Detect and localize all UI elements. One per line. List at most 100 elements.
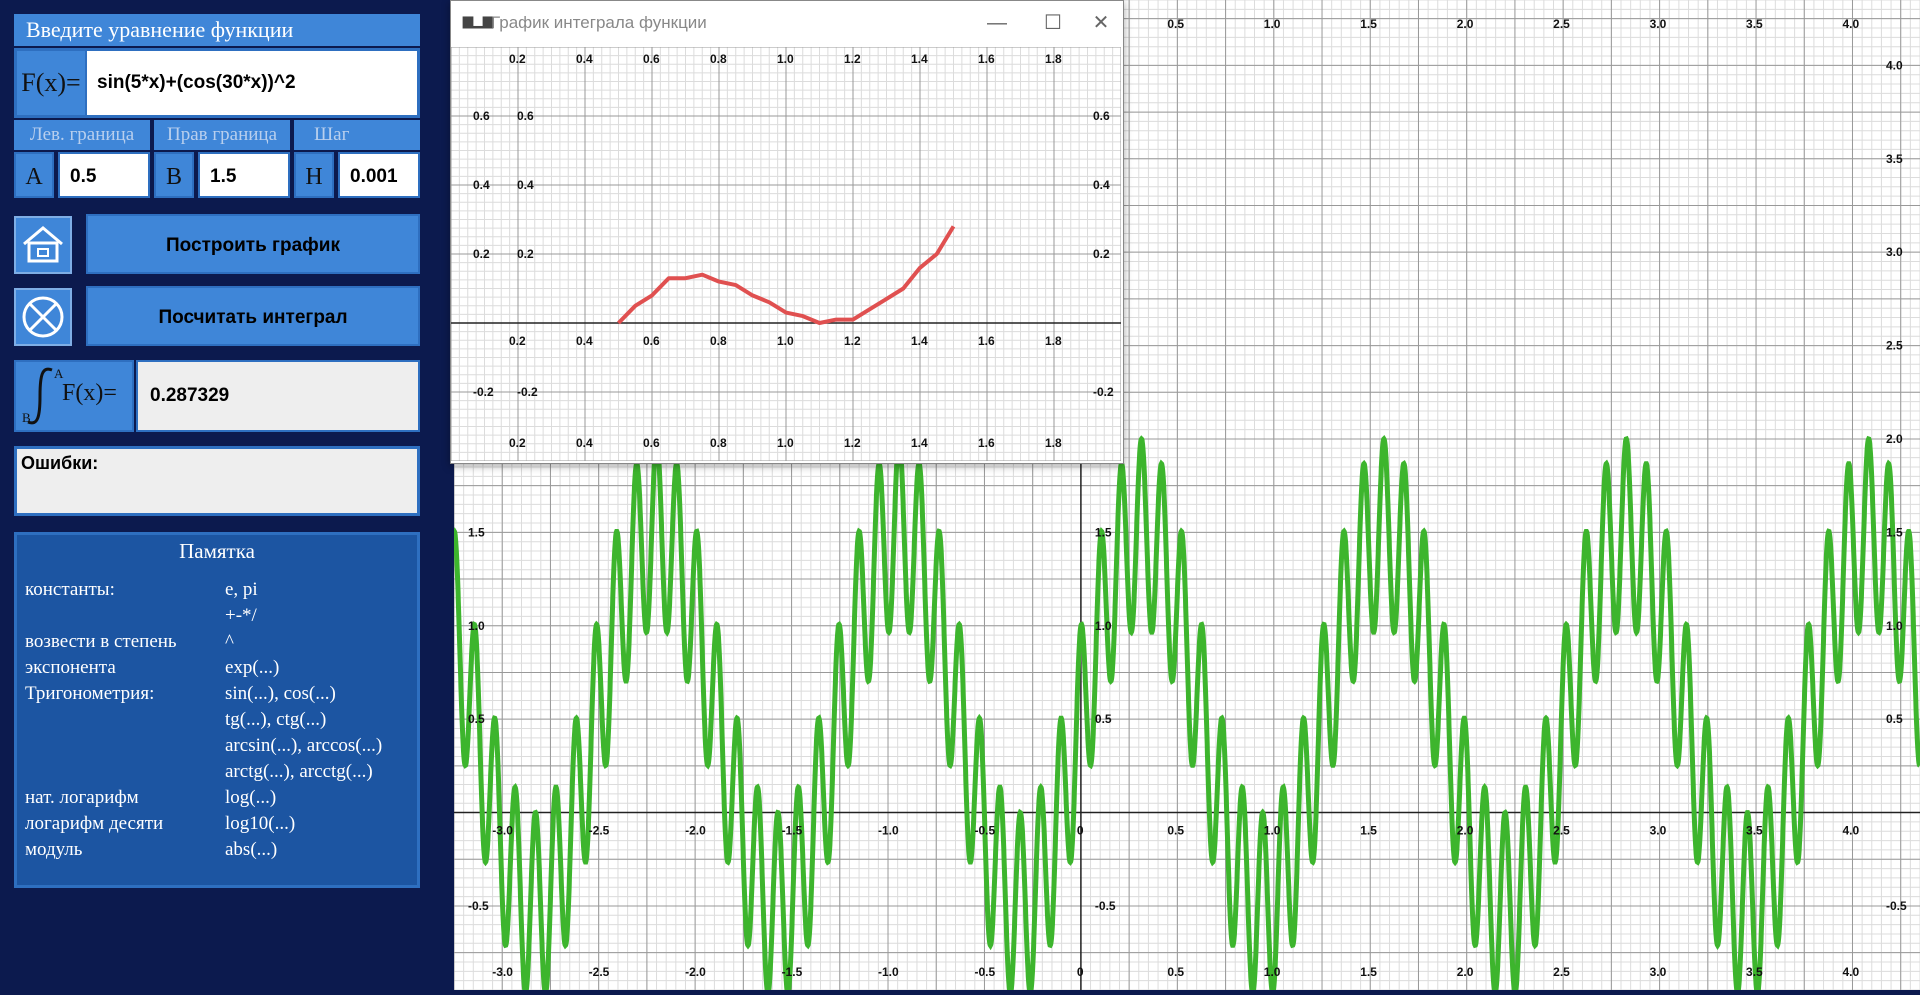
x-tick-label: 1.2 <box>844 334 861 348</box>
y-tick-label: 2.0 <box>1886 432 1903 446</box>
memo-row: константы: e, pi <box>25 577 258 603</box>
memo-row-value: arcsin(...), arccos(...) <box>225 735 382 756</box>
maximize-button[interactable]: ☐ <box>1033 7 1073 39</box>
step-label: Шаг <box>294 120 420 150</box>
x-tick-label: 1.8 <box>1045 436 1062 450</box>
x-tick-label: 2.0 <box>1457 824 1474 838</box>
x-tick-label: -0.5 <box>974 965 995 979</box>
x-tick-label: 1.5 <box>1360 17 1377 31</box>
x-tick-label: 4.0 <box>1842 17 1859 31</box>
y-tick-label: -0.2 <box>473 385 494 399</box>
build-graph-button[interactable]: Построить график <box>86 214 420 274</box>
function-field[interactable]: F(x)= sin(5*x)+(cos(30*x))^2 <box>14 48 420 118</box>
x-tick-label: 0.4 <box>576 436 593 450</box>
x-tick-label: -1.0 <box>878 824 899 838</box>
x-tick-label: 1.2 <box>844 436 861 450</box>
y-tick-label: 1.5 <box>1886 525 1903 539</box>
x-tick-label: 0.2 <box>509 436 526 450</box>
memo-row: экспонента exp(...) <box>25 655 279 681</box>
x-tick-label: 1.8 <box>1045 334 1062 348</box>
minimize-button[interactable]: — <box>977 7 1017 39</box>
integral-lower-limit: B <box>22 410 31 426</box>
memo-row-name: Тригонометрия: <box>25 681 225 707</box>
x-tick-label: 1.0 <box>1264 965 1281 979</box>
memo-row: Тригонометрия: sin(...), cos(...) <box>25 681 336 707</box>
y-tick-label: 1.0 <box>1886 619 1903 633</box>
y-tick-label: 0.6 <box>473 109 490 123</box>
x-tick-label: 4.0 <box>1842 824 1859 838</box>
x-tick-label: 1.4 <box>911 436 928 450</box>
window-titlebar[interactable]: ▆▁▆ График интеграла функции — ☐ ✕ <box>451 1 1123 47</box>
y-tick-label: 0.6 <box>517 109 534 123</box>
y-tick-label: 0.2 <box>1093 247 1110 261</box>
compute-integral-button[interactable]: Посчитать интеграл <box>86 286 420 346</box>
y-tick-label: -0.2 <box>1093 385 1114 399</box>
x-tick-label: 0.8 <box>710 52 727 66</box>
clear-button[interactable] <box>14 288 72 346</box>
errors-label: Ошибки: <box>21 453 98 473</box>
chart-icon: ▆▁▆ <box>463 13 493 29</box>
step-input[interactable]: 0.001 <box>338 152 420 198</box>
memo-row-name: экспонента <box>25 655 225 681</box>
memo-row: нат. логарифм log(...) <box>25 785 276 811</box>
memo-row: +-*/ <box>25 603 257 629</box>
memo-row-value: ^ <box>225 631 234 652</box>
x-tick-label: 1.4 <box>911 334 928 348</box>
x-tick-label: -2.0 <box>685 965 706 979</box>
x-tick-label: 1.6 <box>978 52 995 66</box>
x-tick-label: 1.0 <box>777 436 794 450</box>
x-tick-label: 2.0 <box>1457 965 1474 979</box>
x-tick-label: 0.6 <box>643 52 660 66</box>
x-tick-label: -3.0 <box>492 965 513 979</box>
y-tick-label: 1.0 <box>1095 619 1112 633</box>
x-tick-label: 1.2 <box>844 52 861 66</box>
x-tick-label: 2.0 <box>1457 17 1474 31</box>
x-tick-label: -1.5 <box>782 965 803 979</box>
x-tick-label: 0.5 <box>1167 17 1184 31</box>
integral-result: 0.287329 <box>136 360 420 432</box>
memo-row: модуль abs(...) <box>25 837 277 863</box>
y-tick-label: -0.5 <box>1095 899 1116 913</box>
y-tick-label: -0.2 <box>517 385 538 399</box>
errors-box: Ошибки: <box>14 446 420 516</box>
param-a-key: A <box>14 152 54 198</box>
x-tick-label: 0.5 <box>1167 824 1184 838</box>
memo-panel: Памятка константы: e, pi +-*/возвести в ст… <box>14 532 420 888</box>
x-tick-label: 0.2 <box>509 334 526 348</box>
memo-row-name: возвести в степень <box>25 629 225 655</box>
x-tick-label: 1.0 <box>1264 17 1281 31</box>
y-tick-label: 4.0 <box>1886 58 1903 72</box>
memo-row-value: abs(...) <box>225 839 277 860</box>
memo-title: Памятка <box>17 539 417 564</box>
memo-row-name: константы: <box>25 577 225 603</box>
x-tick-label: 2.5 <box>1553 824 1570 838</box>
memo-row: arctg(...), arcctg(...) <box>25 759 373 785</box>
home-button[interactable] <box>14 216 72 274</box>
y-tick-label: 2.5 <box>1886 339 1903 353</box>
function-input[interactable]: sin(5*x)+(cos(30*x))^2 <box>97 51 296 115</box>
x-tick-label: 1.0 <box>1264 824 1281 838</box>
memo-row: tg(...), ctg(...) <box>25 707 326 733</box>
x-tick-label: 0.5 <box>1167 965 1184 979</box>
close-button[interactable]: ✕ <box>1081 7 1121 39</box>
param-b-key: B <box>154 152 194 198</box>
integral-window[interactable]: ▆▁▆ График интеграла функции — ☐ ✕ 0.2 0.… <box>450 0 1124 464</box>
right-bound-input[interactable]: 1.5 <box>198 152 290 198</box>
x-tick-label: 2.5 <box>1553 17 1570 31</box>
left-bound-input[interactable]: 0.5 <box>58 152 150 198</box>
y-tick-label: 0.2 <box>517 247 534 261</box>
memo-row-name: модуль <box>25 837 225 863</box>
clear-circle-icon <box>16 290 70 344</box>
x-tick-label: 3.5 <box>1746 965 1763 979</box>
param-h: H 0.001 <box>294 152 420 198</box>
y-tick-label: -0.5 <box>1886 899 1907 913</box>
y-tick-label: 3.0 <box>1886 245 1903 259</box>
x-tick-label: 2.5 <box>1553 965 1570 979</box>
x-tick-label: 1.5 <box>1360 824 1377 838</box>
memo-row-value: log(...) <box>225 787 276 808</box>
y-tick-label: 0.5 <box>1886 712 1903 726</box>
left-bound-label: Лев. граница <box>14 120 150 150</box>
memo-row: arcsin(...), arccos(...) <box>25 733 382 759</box>
memo-row: логарифм десяти log10(...) <box>25 811 295 837</box>
memo-row-value: sin(...), cos(...) <box>225 683 336 704</box>
